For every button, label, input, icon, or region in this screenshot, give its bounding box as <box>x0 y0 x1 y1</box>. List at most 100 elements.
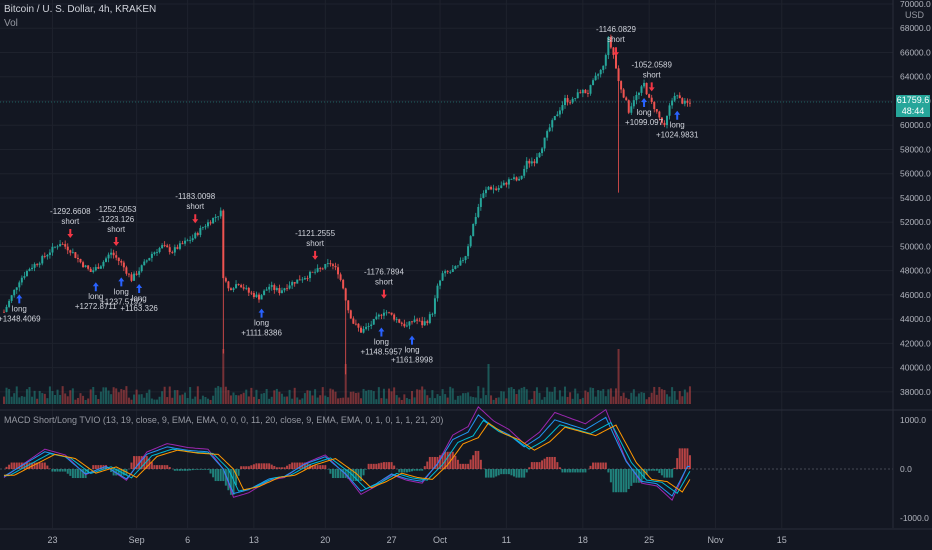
volume-bar <box>561 396 564 404</box>
macd-histogram-bar <box>33 462 36 469</box>
macd-histogram-bar <box>199 469 202 470</box>
volume-bar <box>505 398 508 404</box>
candle-body <box>586 93 589 94</box>
candle-body <box>158 248 161 253</box>
macd-histogram-bar <box>513 469 515 477</box>
volume-bar <box>502 391 505 404</box>
macd-histogram-bar <box>54 469 56 472</box>
macd-histogram-bar <box>515 469 518 478</box>
macd-histogram-bar <box>370 463 373 469</box>
macd-histogram-bar <box>18 462 21 469</box>
candle-body <box>500 185 503 188</box>
volume-bar <box>393 387 396 404</box>
volume-bar <box>84 399 87 404</box>
volume-bar <box>275 388 278 404</box>
candle-body <box>194 233 197 239</box>
candle-body <box>349 310 352 319</box>
volume-bar <box>76 397 79 404</box>
candle-body <box>166 245 169 248</box>
macd-tick-label: 1000.0 <box>900 415 926 425</box>
volume-bar <box>97 399 100 404</box>
macd-histogram-bar <box>571 469 574 473</box>
macd-histogram-bar <box>298 462 301 469</box>
volume-bar <box>181 394 184 404</box>
volume-bar <box>462 393 464 404</box>
macd-histogram-bar <box>76 469 79 479</box>
candle-body <box>120 260 123 263</box>
indicator-label[interactable]: MACD Short/Long TVIO (13, 19, close, 9, … <box>4 415 444 425</box>
macd-histogram-bar <box>569 469 572 473</box>
volume-bar <box>311 395 314 404</box>
volume-bar <box>112 387 115 404</box>
macd-axis[interactable]: 1000.0 0.0 -1000.0 <box>900 415 929 523</box>
candle-body <box>495 188 498 190</box>
candle-body <box>347 300 350 311</box>
macd-line-orange <box>4 422 691 493</box>
candle-body <box>426 321 429 323</box>
volume-bar <box>59 394 62 404</box>
macd-histogram-bar <box>622 469 625 493</box>
macd-histogram-bar <box>423 466 426 469</box>
candle-body <box>571 98 574 103</box>
macd-histogram-bar <box>671 469 674 478</box>
volume-bar <box>20 396 23 404</box>
candle-body <box>344 288 347 301</box>
macd-histogram-bar <box>467 463 470 469</box>
volume-bar <box>13 393 16 404</box>
macd-histogram-bar <box>209 469 212 474</box>
volume-bar <box>309 390 311 404</box>
macd-histogram-bar <box>683 448 686 469</box>
macd-histogram-bar <box>222 469 225 482</box>
candle-body <box>462 260 464 261</box>
volume-bar <box>296 397 299 404</box>
long-arrow-icon <box>118 277 125 287</box>
signal-label: long <box>254 319 269 328</box>
macd-histogram-bar <box>173 469 176 471</box>
volume-bar <box>551 391 554 404</box>
volume-bar <box>64 393 67 404</box>
volume-bar <box>357 392 360 404</box>
price-axis[interactable]: 70000.068000.066000.064000.062000.060000… <box>892 0 931 528</box>
candle-body <box>441 273 444 281</box>
volume-bar <box>171 397 174 404</box>
volume-label[interactable]: Vol <box>4 18 18 29</box>
macd-histogram-bar <box>584 469 587 473</box>
candle-body <box>23 276 26 278</box>
candle-body <box>467 246 470 257</box>
macd-histogram-bar <box>242 466 245 469</box>
macd-histogram-bar <box>28 462 31 469</box>
volume-bar <box>209 399 212 404</box>
macd-histogram-bar <box>454 455 457 469</box>
volume-bar <box>145 392 148 404</box>
candle-body <box>482 193 485 199</box>
symbol-title[interactable]: Bitcoin / U. S. Dollar, 4h, KRAKEN <box>4 4 157 15</box>
macd-histogram-bar <box>446 451 449 469</box>
macd-histogram-bar <box>217 469 220 482</box>
candle-body <box>301 279 304 281</box>
candle-body <box>122 262 125 268</box>
volume-bar <box>622 392 625 404</box>
candle-body <box>352 318 355 324</box>
candle-body <box>229 288 232 290</box>
volume-bar <box>204 396 207 404</box>
volume-bar <box>303 393 306 404</box>
macd-histogram-bar <box>360 469 362 482</box>
signal-label: short <box>107 225 126 234</box>
candle-body <box>280 290 283 294</box>
volume-bar <box>74 399 77 404</box>
macd-histogram-bar <box>79 469 82 479</box>
candle-body <box>54 246 56 248</box>
candle-body <box>541 148 544 154</box>
macd-histogram-bar <box>349 469 352 481</box>
candle-body <box>370 324 373 327</box>
candle-body <box>28 269 31 272</box>
volume-bar <box>507 387 510 404</box>
candle-body <box>303 278 306 280</box>
volume-bar <box>278 391 281 404</box>
volume-bar <box>166 397 169 404</box>
macd-histogram-bar <box>214 469 217 482</box>
candle-body <box>219 210 222 217</box>
candle-body <box>71 252 74 254</box>
time-axis[interactable]: 23 Sep 6 13 20 27 Oct 11 18 25 Nov 15 <box>0 528 932 545</box>
